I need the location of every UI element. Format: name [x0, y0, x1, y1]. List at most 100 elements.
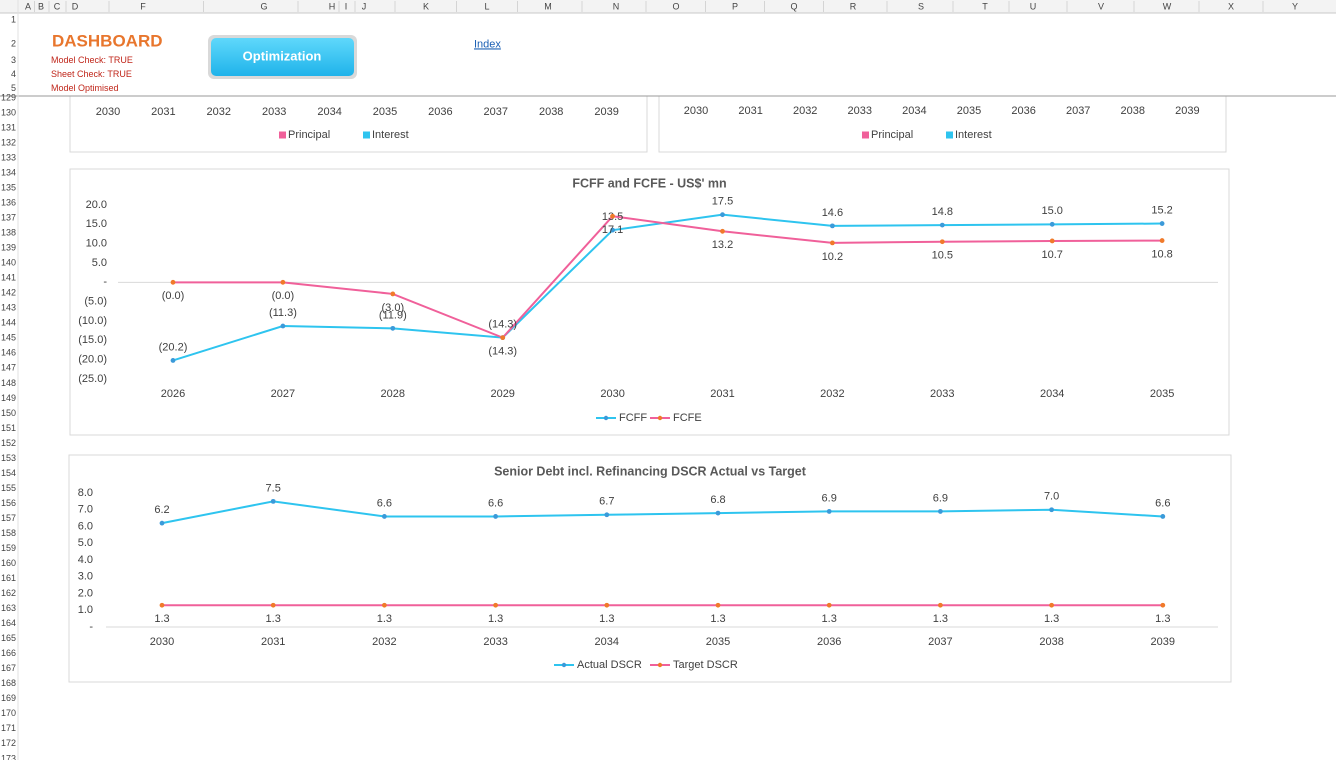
data-label: 10.7	[1041, 249, 1062, 261]
data-label: 1.3	[1044, 613, 1059, 625]
row-number: 147	[1, 363, 16, 373]
x-tick-label: 2035	[373, 106, 397, 118]
x-tick-label: 2030	[150, 636, 174, 648]
row-number: 172	[1, 738, 16, 748]
y-tick-label: 20.0	[86, 199, 107, 211]
row-number: 144	[1, 318, 16, 328]
data-point	[604, 602, 610, 608]
x-tick-label: 2039	[1151, 636, 1175, 648]
data-point	[170, 358, 176, 363]
data-label: (20.2)	[159, 341, 188, 353]
data-point	[715, 602, 721, 608]
legend-label: Target DSCR	[673, 659, 738, 671]
data-point	[1160, 602, 1166, 608]
row-number: 141	[1, 273, 16, 283]
legend-label: Principal	[288, 129, 330, 141]
data-point	[390, 291, 396, 297]
data-label: 14.6	[822, 207, 843, 219]
chart: FCFF and FCFE - US$' mn 20.0 15.0 10.0 5.0 - (…	[69, 168, 1230, 436]
x-tick-label: 2036	[1011, 105, 1035, 117]
data-point	[382, 602, 387, 608]
x-tick-label: 2031	[261, 636, 285, 648]
x-tick-label: 2036	[817, 636, 841, 648]
x-tick-label: 2037	[484, 106, 508, 118]
x-tick-label: 2031	[738, 105, 762, 117]
x-tick-label: 2035	[1150, 388, 1174, 400]
row-number: 157	[1, 513, 16, 523]
data-point	[610, 213, 615, 219]
data-label: 1.3	[822, 613, 837, 625]
x-tick-label: 2033	[848, 105, 872, 117]
x-tick-label: 2032	[793, 105, 817, 117]
data-label: 1.3	[710, 613, 725, 625]
x-tick-label: 2032	[372, 636, 396, 648]
x-tick-label: 2035	[957, 105, 981, 117]
data-label: 14.8	[932, 206, 953, 218]
data-point	[826, 602, 832, 608]
column-letter: L	[484, 1, 489, 11]
button-label[interactable]: Optimization	[243, 48, 322, 63]
column-letter: O	[672, 1, 679, 11]
data-label: (0.0)	[162, 290, 185, 302]
data-point	[939, 239, 945, 245]
row-number: 154	[1, 468, 16, 478]
column-letter: T	[982, 1, 988, 11]
row-number: 155	[1, 483, 16, 493]
data-label: 15.0	[1041, 205, 1062, 217]
row-number: 171	[1, 723, 16, 733]
data-point	[1049, 602, 1054, 608]
x-tick-label: 2026	[161, 388, 185, 400]
column-letter: S	[918, 1, 924, 11]
data-point	[1160, 514, 1166, 519]
row-number: 139	[1, 243, 16, 253]
data-label: 1.3	[154, 613, 169, 625]
y-tick-label: 3.0	[78, 571, 93, 583]
row-number: 146	[1, 348, 16, 358]
data-label: (14.3)	[488, 319, 517, 331]
x-tick-label: 2033	[262, 106, 286, 118]
chart-frame	[69, 168, 1230, 436]
x-tick-label: 2033	[930, 388, 954, 400]
data-point	[830, 240, 835, 246]
legend-marker	[657, 662, 663, 668]
row-number: 150	[1, 408, 16, 418]
row-number: 162	[1, 588, 16, 598]
chart-title: FCFF and FCFE - US$' mn	[572, 176, 726, 190]
legend-marker	[603, 415, 609, 421]
y-tick-label: 4.0	[78, 554, 93, 566]
x-tick-label: 2038	[1121, 105, 1145, 117]
optimization-button[interactable]: Optimization	[208, 35, 357, 79]
data-label: 6.6	[377, 497, 392, 509]
column-letter: C	[54, 1, 61, 11]
legend-label: FCFF	[619, 412, 647, 424]
legend-label: Interest	[955, 129, 992, 141]
data-point	[493, 514, 498, 519]
data-label: 15.2	[1151, 204, 1172, 216]
x-tick-label: 2031	[151, 106, 175, 118]
index-link[interactable]: Index	[474, 38, 501, 50]
row-number: 134	[1, 167, 16, 177]
row-number: 152	[1, 438, 16, 448]
row-number: 5	[11, 83, 16, 93]
column-letter: J	[362, 1, 367, 11]
legend-marker	[657, 415, 663, 421]
y-tick-label: 6.0	[78, 520, 93, 532]
data-point	[715, 510, 721, 516]
data-point	[270, 602, 276, 608]
data-label: 6.2	[154, 504, 169, 516]
data-point	[1159, 221, 1165, 226]
y-tick-label: 7.0	[78, 504, 93, 516]
row-number: 159	[1, 543, 16, 553]
row-number: 143	[1, 303, 16, 313]
row-number: 158	[1, 528, 16, 538]
data-point	[826, 509, 832, 514]
chart-frame	[68, 454, 1232, 683]
data-point	[493, 602, 498, 608]
column-letter: W	[1163, 1, 1172, 11]
data-label: 13.2	[712, 239, 733, 251]
y-tick-label: 8.0	[78, 487, 93, 499]
data-label: 6.9	[822, 492, 837, 504]
y-tick-label: (15.0)	[78, 334, 107, 346]
legend-label: Actual DSCR	[577, 659, 642, 671]
data-label: 10.8	[1151, 248, 1172, 260]
